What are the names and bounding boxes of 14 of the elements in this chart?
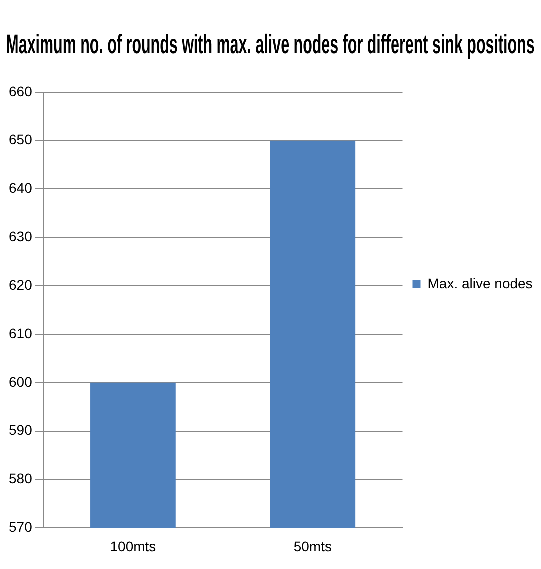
y-tick-label: 650 [9, 132, 33, 148]
y-tick-label: 590 [9, 422, 33, 438]
y-tick-label: 600 [9, 374, 33, 390]
legend-label: Max. alive nodes [428, 275, 533, 292]
y-tick-label: 580 [9, 470, 33, 487]
y-tick-label: 610 [9, 325, 33, 342]
y-tick-label: 630 [9, 228, 33, 245]
x-tick-label: 50mts [294, 538, 332, 554]
chart-title: Maximum no. of rounds with max. alive nodes for different sink positions [6, 29, 535, 60]
x-tick-label: 100mts [110, 538, 156, 554]
y-tick-label: 570 [9, 519, 33, 536]
y-tick-label: 660 [9, 83, 33, 100]
y-tick-label: 620 [9, 276, 33, 293]
y-tick-label: 640 [9, 180, 33, 196]
